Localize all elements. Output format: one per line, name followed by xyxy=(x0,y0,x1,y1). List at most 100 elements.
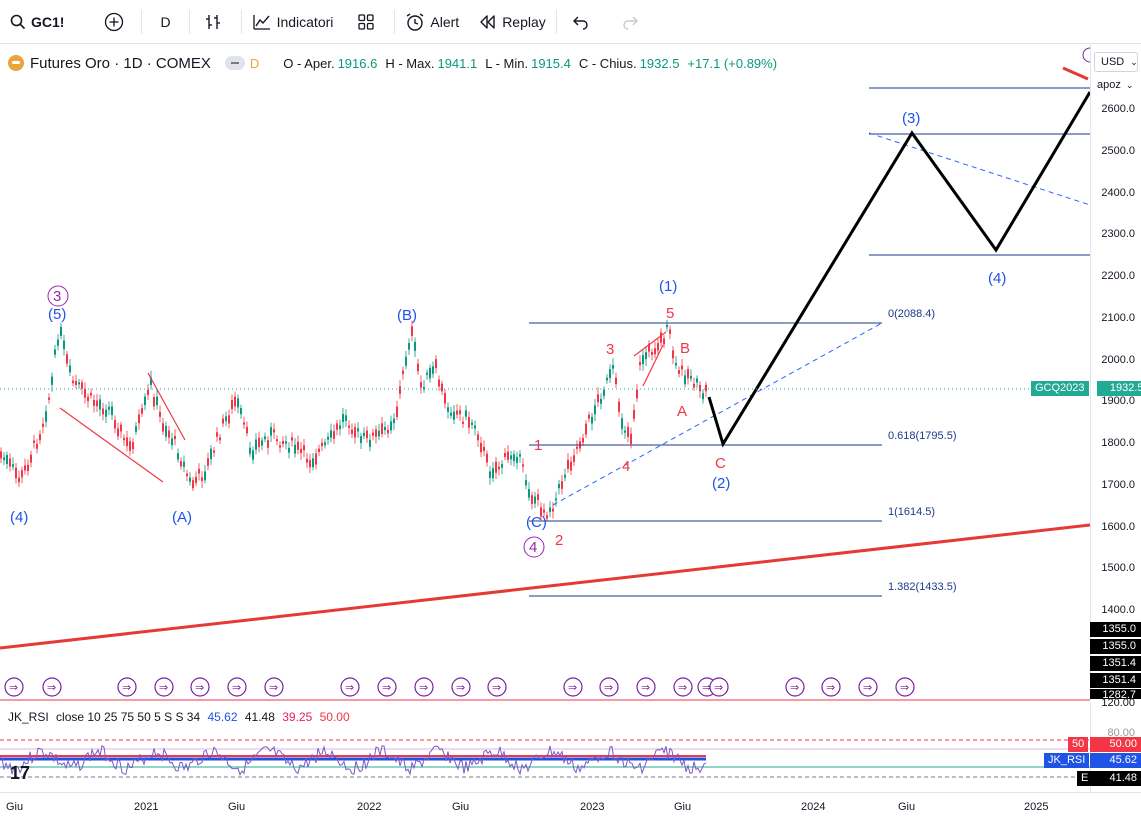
gold-icon xyxy=(8,55,24,71)
candle-body xyxy=(42,423,44,427)
red-trendline-1[interactable] xyxy=(59,407,164,483)
dashed-trendline-upper[interactable] xyxy=(868,132,1090,206)
candle-body xyxy=(30,454,32,463)
dividend-event-icon[interactable] xyxy=(340,677,360,697)
arrow-right-icon: ⇒ xyxy=(456,682,465,694)
dividend-event-icon[interactable] xyxy=(451,677,471,697)
event-marker-top[interactable] xyxy=(1082,47,1090,63)
compare-button[interactable] xyxy=(74,0,141,44)
dividend-event-icon[interactable] xyxy=(785,677,805,697)
dividend-event-icon[interactable] xyxy=(264,677,284,697)
time-tick: 2022 xyxy=(357,801,382,813)
interval-button[interactable]: D xyxy=(142,0,188,44)
price-tick: 1400.0 xyxy=(1101,604,1135,616)
arrow-right-icon: ⇒ xyxy=(863,682,872,694)
dividend-event-icon[interactable] xyxy=(599,677,619,697)
candle-body xyxy=(687,369,689,379)
rsi-line xyxy=(0,744,707,776)
candle-body xyxy=(33,440,35,443)
candle-body xyxy=(237,398,239,408)
red-trendline-4[interactable] xyxy=(642,344,664,387)
candle-body xyxy=(330,430,332,438)
candle-body xyxy=(570,461,572,471)
symbol-title[interactable]: Futures Oro · 1D · COMEX xyxy=(30,54,211,72)
candle-body xyxy=(210,448,212,460)
redo-button[interactable] xyxy=(608,0,659,44)
dividend-event-icon[interactable] xyxy=(190,677,210,697)
dividend-event-icon[interactable] xyxy=(154,677,174,697)
candle-body xyxy=(216,432,218,437)
dividend-event-icon[interactable] xyxy=(487,677,507,697)
dividend-event-icon[interactable] xyxy=(414,677,434,697)
candle-body xyxy=(663,338,665,345)
event-markers[interactable]: ⇒ ⇒ ⇒ ⇒ ⇒ ⇒ ⇒ ⇒ ⇒ ⇒ ⇒ ⇒ ⇒ ⇒ ⇒ ⇒ ⇒ ⇒ ⇒ ⇒ ⇒ ⇒ xyxy=(4,47,1090,697)
dividend-event-icon[interactable] xyxy=(709,677,729,697)
dividend-event-icon[interactable] xyxy=(4,677,24,697)
red-marker-top[interactable] xyxy=(1062,66,1089,81)
dividend-event-icon[interactable] xyxy=(563,677,583,697)
arrow-right-icon: ⇒ xyxy=(714,682,723,694)
symbol-search[interactable]: GC1! xyxy=(0,0,74,44)
candle-body xyxy=(147,389,149,395)
candle-body xyxy=(447,407,449,412)
red-trendline-2[interactable] xyxy=(147,372,186,441)
layout-button[interactable] xyxy=(343,0,394,44)
candle-body xyxy=(471,422,473,425)
candle-body xyxy=(132,441,134,450)
dividend-event-icon[interactable] xyxy=(227,677,247,697)
candle-body xyxy=(240,408,242,415)
price-axis[interactable]: 2600.0 2500.0 2400.0 2300.0 2200.0 2100.… xyxy=(1090,44,1141,700)
candle-body xyxy=(693,383,695,388)
candlestick-series xyxy=(0,319,707,522)
price-chart[interactable]: 0(2088.4) 0.618(1795.5) 1(1614.5) 1.382(… xyxy=(0,44,1090,804)
currency-selector[interactable]: USD ⌄ xyxy=(1094,52,1138,72)
undo-icon xyxy=(572,16,588,30)
candle-body xyxy=(57,339,59,346)
dividend-event-icon[interactable] xyxy=(117,677,137,697)
candle-body xyxy=(387,429,389,434)
projection-path[interactable] xyxy=(707,91,1090,448)
candle-body xyxy=(564,474,566,478)
indicators-button[interactable]: Indicatori xyxy=(242,0,344,44)
scale-mode-selector[interactable]: apoz ⌄ xyxy=(1094,76,1138,94)
candle-body xyxy=(186,473,188,477)
candle-body xyxy=(336,423,338,430)
chart-type-button[interactable] xyxy=(190,0,241,44)
candle-body xyxy=(669,329,671,334)
candle-body xyxy=(477,434,479,441)
dividend-event-icon[interactable] xyxy=(895,677,915,697)
dividend-event-icon[interactable] xyxy=(377,677,397,697)
undo-button[interactable] xyxy=(557,0,608,44)
low-value: 1915.4 xyxy=(531,55,571,71)
candle-body xyxy=(360,436,362,444)
candle-body xyxy=(228,415,230,424)
candle-body xyxy=(468,417,470,428)
candle-body xyxy=(156,396,158,406)
candle-body xyxy=(654,348,656,355)
rsi-name[interactable]: JK_RSI xyxy=(8,710,49,724)
candle-body xyxy=(219,437,221,441)
dividend-event-icon[interactable] xyxy=(821,677,841,697)
visibility-toggle[interactable] xyxy=(224,56,245,70)
candle-body xyxy=(699,384,701,392)
candle-body xyxy=(60,326,62,336)
rsi-axis[interactable]: 120.00 80.00 50.00 45.62 41.48 xyxy=(1090,697,1141,792)
time-axis[interactable]: Giu 2021 Giu 2022 Giu 2023 Giu 2024 Giu … xyxy=(0,792,1141,824)
candle-body xyxy=(15,467,17,479)
dividend-event-icon[interactable] xyxy=(42,677,62,697)
replay-button[interactable]: Replay xyxy=(469,0,556,44)
rsi-value-3: 39.25 xyxy=(282,710,313,724)
dividend-event-icon[interactable] xyxy=(858,677,878,697)
wave-circle-3 xyxy=(47,285,69,307)
top-toolbar: GC1! D Indicatori Alert Replay xyxy=(0,0,1141,44)
wave-label-circle-4: 4 xyxy=(529,539,537,556)
long-term-support-line[interactable] xyxy=(0,523,1090,650)
red-trendline-3[interactable] xyxy=(633,331,667,357)
candle-body xyxy=(87,396,89,402)
alert-button[interactable]: Alert xyxy=(395,0,469,44)
candle-body xyxy=(213,450,215,453)
candle-body xyxy=(192,480,194,489)
dividend-event-icon[interactable] xyxy=(636,677,656,697)
rsi-tag-value: 45.62 xyxy=(1090,753,1141,768)
dividend-event-icon[interactable] xyxy=(673,677,693,697)
